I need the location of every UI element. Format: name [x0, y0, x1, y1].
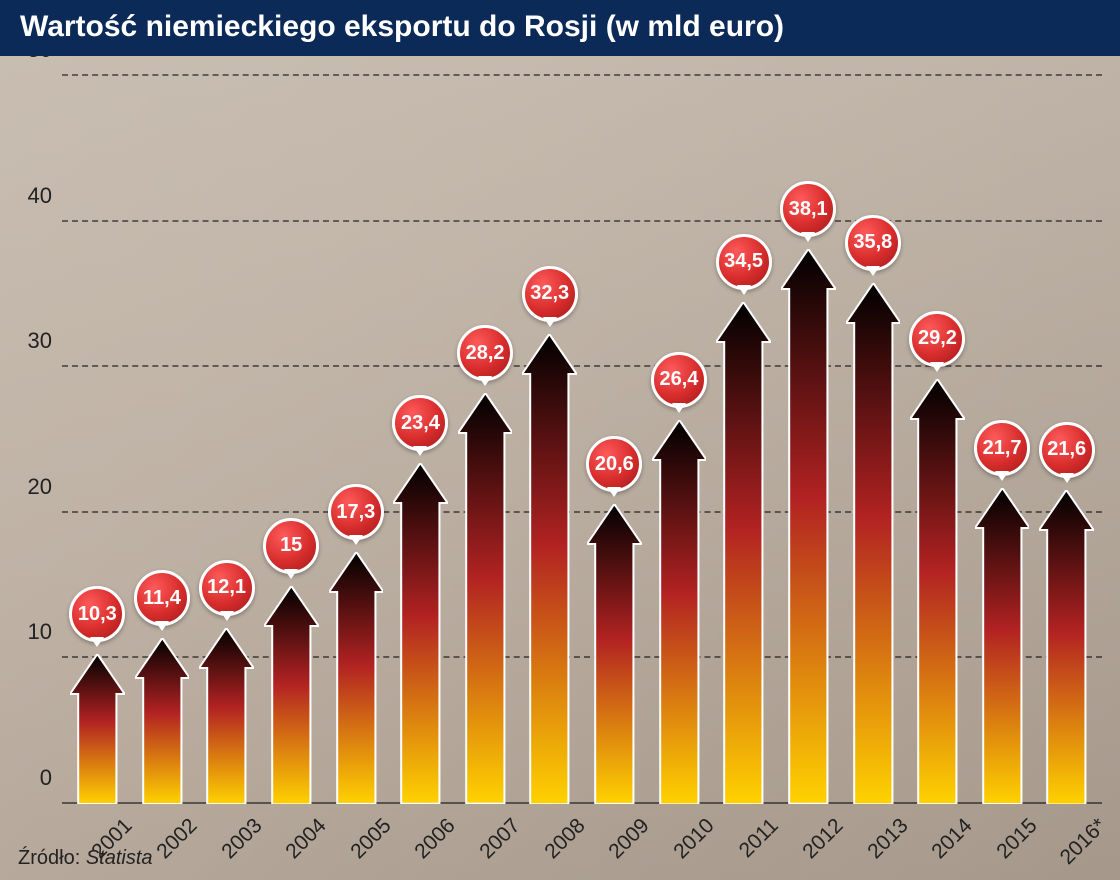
y-tick-label: 10 — [12, 619, 52, 645]
value-bubble: 15 — [263, 518, 319, 574]
arrow-bar-icon — [329, 552, 384, 804]
bar: 26,4 — [652, 76, 707, 804]
arrow-bar-icon — [975, 488, 1030, 804]
bar: 29,2 — [910, 76, 965, 804]
y-tick-label: 20 — [12, 474, 52, 500]
bar: 23,4 — [393, 76, 448, 804]
value-bubble: 12,1 — [199, 560, 255, 616]
bars: 10,311,412,11517,323,428,232,3 20,626,4 34… — [62, 76, 1102, 804]
x-label-slot: 2011 — [716, 810, 771, 866]
bar: 35,8 — [846, 76, 901, 804]
y-tick-label: 0 — [12, 765, 52, 791]
bar: 17,3 — [329, 76, 384, 804]
value-bubble: 26,4 — [651, 352, 707, 408]
x-label-slot: 2003 — [199, 810, 254, 866]
arrow-bar-icon — [781, 249, 836, 804]
x-label-slot: 2012 — [781, 810, 836, 866]
x-label-slot: 2006 — [393, 810, 448, 866]
arrow-bar-icon — [587, 504, 642, 804]
value-bubble: 17,3 — [328, 484, 384, 540]
bar: 12,1 — [199, 76, 254, 804]
x-tick-label: 2009 — [605, 814, 655, 864]
value-bubble: 10,3 — [69, 586, 125, 642]
arrow-bar-icon — [393, 463, 448, 804]
x-axis-labels: 2001200220032004200520062007200820092010… — [62, 810, 1102, 866]
x-label-slot: 2010 — [652, 810, 707, 866]
value-bubble: 23,4 — [392, 395, 448, 451]
source-line: Źródło: Statista — [18, 847, 153, 870]
x-label-slot: 2008 — [522, 810, 577, 866]
plot-area: 10,311,412,11517,323,428,232,3 20,626,4 34… — [62, 76, 1102, 804]
arrow-bar-icon — [264, 586, 319, 804]
bar: 15 — [264, 76, 319, 804]
x-label-slot: 2016* — [1039, 810, 1094, 866]
x-label-slot: 2013 — [846, 810, 901, 866]
arrow-bar-icon — [458, 393, 513, 804]
chart-title: Wartość niemieckiego eksportu do Rosji (… — [20, 10, 1100, 44]
bar: 10,3 — [70, 76, 125, 804]
x-tick-label: 2013 — [863, 814, 913, 864]
arrow-bar-icon — [716, 302, 771, 804]
title-bar: Wartość niemieckiego eksportu do Rosji (… — [0, 0, 1120, 56]
value-bubble: 38,1 — [780, 181, 836, 237]
value-bubble: 28,2 — [457, 325, 513, 381]
chart-container: Wartość niemieckiego eksportu do Rosji (… — [0, 0, 1120, 880]
x-tick-label: 2008 — [540, 814, 590, 864]
bar: 38,1 — [781, 76, 836, 804]
x-label-slot: 2004 — [264, 810, 319, 866]
x-tick-label: 2007 — [475, 814, 525, 864]
arrow-bar-icon — [910, 379, 965, 804]
source-prefix: Źródło: — [18, 847, 86, 869]
value-bubble: 34,5 — [716, 234, 772, 290]
value-bubble: 32,3 — [522, 266, 578, 322]
arrow-bar-icon — [199, 628, 254, 804]
value-bubble: 11,4 — [134, 570, 190, 626]
x-tick-label: 2003 — [217, 814, 267, 864]
bar: 21,6 — [1039, 76, 1094, 804]
x-tick-label: 2005 — [346, 814, 396, 864]
x-tick-label: 2015 — [992, 814, 1042, 864]
x-label-slot: 2007 — [458, 810, 513, 866]
x-label-slot: 2014 — [910, 810, 965, 866]
x-tick-label: 2011 — [734, 814, 783, 863]
source-name: Statista — [86, 847, 153, 869]
x-tick-label: 2006 — [411, 814, 461, 864]
y-tick-label: 40 — [12, 183, 52, 209]
bar: 20,6 — [587, 76, 642, 804]
value-bubble: 35,8 — [845, 215, 901, 271]
value-bubble: 21,7 — [974, 420, 1030, 476]
value-bubble: 20,6 — [586, 436, 642, 492]
bar: 34,5 — [716, 76, 771, 804]
x-label-slot: 2009 — [587, 810, 642, 866]
x-tick-label: 2012 — [799, 814, 849, 864]
arrow-bar-icon — [652, 420, 707, 804]
arrow-bar-icon — [1039, 490, 1094, 804]
bar: 21,7 — [975, 76, 1030, 804]
arrow-bar-icon — [522, 334, 577, 804]
bar: 32,3 — [522, 76, 577, 804]
value-bubble: 21,6 — [1039, 422, 1095, 478]
x-tick-label: 2014 — [928, 814, 978, 864]
bar: 11,4 — [135, 76, 190, 804]
x-tick-label: 2004 — [282, 814, 332, 864]
bar: 28,2 — [458, 76, 513, 804]
value-bubble: 29,2 — [909, 311, 965, 367]
x-label-slot: 2015 — [975, 810, 1030, 866]
arrow-bar-icon — [135, 638, 190, 804]
x-tick-label: 2010 — [669, 814, 719, 864]
arrow-bar-icon — [846, 283, 901, 804]
y-tick-label: 30 — [12, 328, 52, 354]
x-label-slot: 2005 — [329, 810, 384, 866]
x-tick-label: 2002 — [152, 814, 202, 864]
arrow-bar-icon — [70, 654, 125, 804]
